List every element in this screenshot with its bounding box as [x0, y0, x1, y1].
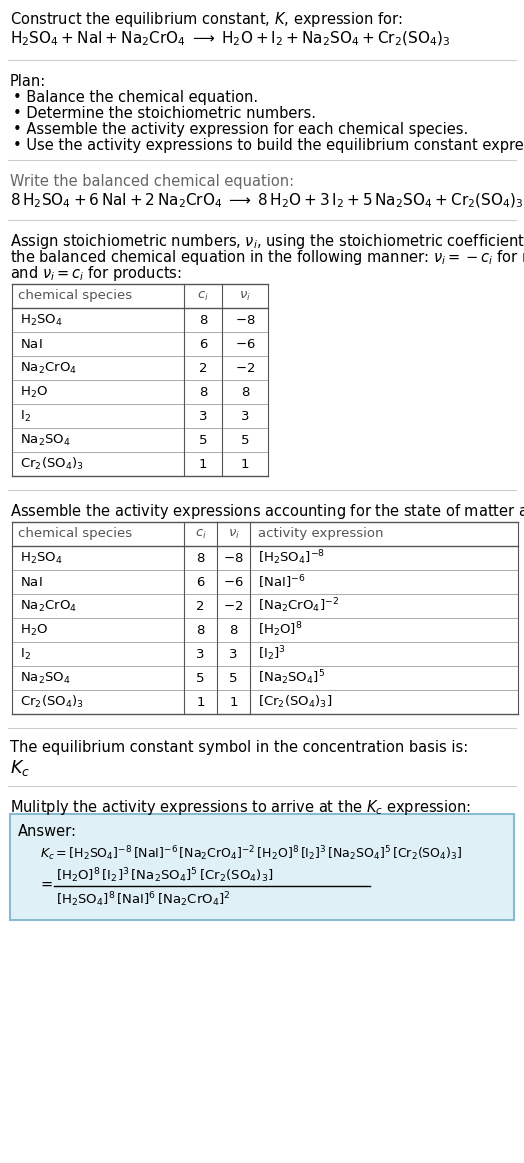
Text: Write the balanced chemical equation:: Write the balanced chemical equation:	[10, 174, 294, 190]
Text: 8: 8	[199, 385, 207, 399]
Text: $-6$: $-6$	[223, 576, 244, 588]
Text: Plan:: Plan:	[10, 74, 46, 90]
Text: 8: 8	[241, 385, 249, 399]
Text: 5: 5	[196, 671, 205, 685]
Text: $\mathrm{NaI}$: $\mathrm{NaI}$	[20, 576, 42, 588]
Text: 6: 6	[199, 337, 207, 350]
Text: $\mathrm{Na_2CrO_4}$: $\mathrm{Na_2CrO_4}$	[20, 599, 77, 614]
Text: $\nu_i$: $\nu_i$	[239, 290, 251, 302]
Text: • Balance the chemical equation.: • Balance the chemical equation.	[13, 90, 258, 105]
Text: the balanced chemical equation in the following manner: $\nu_i = -c_i$ for react: the balanced chemical equation in the fo…	[10, 248, 524, 267]
Text: $-2$: $-2$	[223, 599, 244, 613]
Text: $c_i$: $c_i$	[197, 290, 209, 302]
Text: $=$: $=$	[38, 876, 53, 891]
Text: • Determine the stoichiometric numbers.: • Determine the stoichiometric numbers.	[13, 106, 316, 121]
Text: 1: 1	[199, 457, 208, 471]
Text: 5: 5	[230, 671, 238, 685]
Text: chemical species: chemical species	[18, 290, 132, 302]
Text: $\mathrm{I_2}$: $\mathrm{I_2}$	[20, 647, 31, 662]
Text: $\nu_i$: $\nu_i$	[227, 528, 239, 541]
Text: $K_c = [\mathrm{H_2SO_4}]^{-8}\,[\mathrm{NaI}]^{-6}\,[\mathrm{Na_2CrO_4}]^{-2}\,: $K_c = [\mathrm{H_2SO_4}]^{-8}\,[\mathrm…	[40, 844, 463, 863]
Text: 1: 1	[230, 695, 238, 708]
Text: 3: 3	[199, 409, 208, 422]
Text: Construct the equilibrium constant, $K$, expression for:: Construct the equilibrium constant, $K$,…	[10, 10, 402, 29]
Text: $\mathrm{Na_2SO_4}$: $\mathrm{Na_2SO_4}$	[20, 670, 71, 685]
Text: 8: 8	[230, 623, 238, 636]
Text: The equilibrium constant symbol in the concentration basis is:: The equilibrium constant symbol in the c…	[10, 740, 468, 755]
Text: chemical species: chemical species	[18, 528, 132, 541]
Text: $\mathrm{Cr_2(SO_4)_3}$: $\mathrm{Cr_2(SO_4)_3}$	[20, 456, 84, 472]
Text: 3: 3	[241, 409, 249, 422]
Text: $-8$: $-8$	[235, 314, 255, 327]
Text: $\mathrm{I_2}$: $\mathrm{I_2}$	[20, 408, 31, 423]
Text: $[\mathrm{Cr_2(SO_4)_3}]$: $[\mathrm{Cr_2(SO_4)_3}]$	[258, 694, 332, 711]
Text: 8: 8	[196, 551, 205, 564]
Text: 3: 3	[196, 648, 205, 661]
Text: 3: 3	[230, 648, 238, 661]
Text: $\mathrm{NaI}$: $\mathrm{NaI}$	[20, 337, 42, 350]
Text: • Use the activity expressions to build the equilibrium constant expression.: • Use the activity expressions to build …	[13, 138, 524, 154]
Text: and $\nu_i = c_i$ for products:: and $\nu_i = c_i$ for products:	[10, 264, 182, 283]
Text: Answer:: Answer:	[18, 825, 77, 839]
Text: $-6$: $-6$	[235, 337, 255, 350]
Text: $\mathrm{H_2SO_4}$: $\mathrm{H_2SO_4}$	[20, 550, 63, 565]
Text: 1: 1	[241, 457, 249, 471]
Text: $c_i$: $c_i$	[194, 528, 206, 541]
Text: $\mathrm{H_2SO_4}$: $\mathrm{H_2SO_4}$	[20, 313, 63, 328]
Text: 6: 6	[196, 576, 205, 588]
Text: $K_c$: $K_c$	[10, 758, 30, 778]
Text: • Assemble the activity expression for each chemical species.: • Assemble the activity expression for e…	[13, 122, 468, 137]
Text: $[\mathrm{NaI}]^{-6}$: $[\mathrm{NaI}]^{-6}$	[258, 573, 305, 591]
Text: 8: 8	[199, 314, 207, 327]
Text: $\mathrm{H_2O}$: $\mathrm{H_2O}$	[20, 622, 48, 637]
Text: $[\mathrm{H_2SO_4}]^{8}\,[\mathrm{NaI}]^{6}\,[\mathrm{Na_2CrO_4}]^{2}$: $[\mathrm{H_2SO_4}]^{8}\,[\mathrm{NaI}]^…	[56, 890, 231, 908]
Text: 1: 1	[196, 695, 205, 708]
Text: Assign stoichiometric numbers, $\nu_i$, using the stoichiometric coefficients, $: Assign stoichiometric numbers, $\nu_i$, …	[10, 231, 524, 251]
Text: $\mathrm{Na_2CrO_4}$: $\mathrm{Na_2CrO_4}$	[20, 361, 77, 376]
Text: Mulitply the activity expressions to arrive at the $K_c$ expression:: Mulitply the activity expressions to arr…	[10, 798, 471, 816]
Text: $[\mathrm{H_2SO_4}]^{-8}$: $[\mathrm{H_2SO_4}]^{-8}$	[258, 549, 325, 568]
Text: $[\mathrm{I_2}]^{3}$: $[\mathrm{I_2}]^{3}$	[258, 644, 286, 663]
Text: 8: 8	[196, 623, 205, 636]
Text: activity expression: activity expression	[258, 528, 384, 541]
Text: $\mathrm{Cr_2(SO_4)_3}$: $\mathrm{Cr_2(SO_4)_3}$	[20, 694, 84, 711]
Text: 5: 5	[199, 434, 208, 447]
Text: $-8$: $-8$	[223, 551, 244, 564]
FancyBboxPatch shape	[10, 814, 514, 920]
Text: $[\mathrm{H_2O}]^{8}$: $[\mathrm{H_2O}]^{8}$	[258, 621, 302, 640]
Text: $8\,\mathrm{H_2SO_4} + 6\,\mathrm{NaI} + 2\,\mathrm{Na_2CrO_4} \;\longrightarrow: $8\,\mathrm{H_2SO_4} + 6\,\mathrm{NaI} +…	[10, 192, 523, 211]
Text: Assemble the activity expressions accounting for the state of matter and $\nu_i$: Assemble the activity expressions accoun…	[10, 502, 524, 521]
Text: $[\mathrm{Na_2CrO_4}]^{-2}$: $[\mathrm{Na_2CrO_4}]^{-2}$	[258, 597, 339, 615]
Text: 2: 2	[199, 362, 208, 374]
Text: $\mathrm{Na_2SO_4}$: $\mathrm{Na_2SO_4}$	[20, 433, 71, 448]
Text: $\mathrm{H_2O}$: $\mathrm{H_2O}$	[20, 385, 48, 400]
Text: $[\mathrm{H_2O}]^{8}\,[\mathrm{I_2}]^{3}\,[\mathrm{Na_2SO_4}]^{5}\,[\mathrm{Cr_2: $[\mathrm{H_2O}]^{8}\,[\mathrm{I_2}]^{3}…	[56, 866, 274, 885]
Text: $\mathrm{H_2SO_4 + NaI + Na_2CrO_4 \;\longrightarrow\; H_2O + I_2 + Na_2SO_4 + C: $\mathrm{H_2SO_4 + NaI + Na_2CrO_4 \;\lo…	[10, 30, 451, 49]
Text: $[\mathrm{Na_2SO_4}]^{5}$: $[\mathrm{Na_2SO_4}]^{5}$	[258, 669, 325, 687]
Text: 5: 5	[241, 434, 249, 447]
Text: $-2$: $-2$	[235, 362, 255, 374]
Text: 2: 2	[196, 599, 205, 613]
